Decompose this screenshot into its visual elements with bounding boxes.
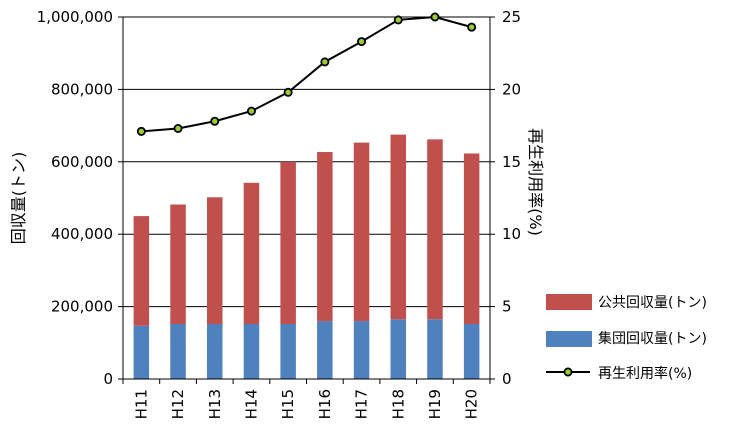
- bar-segment-group-H20: [463, 323, 480, 379]
- bar-segment-group-H12: [170, 323, 186, 379]
- tick-label-x: H12: [169, 389, 187, 419]
- bar-segment-public-H13: [207, 197, 223, 324]
- line-group: [136, 12, 477, 136]
- x-tick-labels: H11 H12 H13 H14 H15 H16 H17 H18 H19 H20: [132, 389, 480, 419]
- tick-label-left: 800,000: [51, 80, 113, 98]
- tick-label-x: H18: [389, 389, 407, 419]
- bar-segment-public-H11: [133, 216, 150, 326]
- y-axis-left-title: 回収量(トン): [9, 152, 28, 245]
- bar-segment-public-H15: [280, 161, 296, 324]
- rate-line: [141, 15, 472, 133]
- tick-label-x: H17: [353, 389, 371, 419]
- tick-label-left: 0: [103, 370, 113, 388]
- legend: 公共回収量(トン) 集団回収量(トン) 再生利用率(%): [546, 294, 707, 382]
- right-tick-labels: 0 5 10 15 20 25: [502, 8, 521, 388]
- bar-segment-public-H17: [353, 142, 370, 322]
- bar-segment-group-H14: [243, 323, 260, 379]
- rate-point-H14: [246, 106, 256, 116]
- bar-segment-group-H18: [390, 319, 406, 379]
- tick-label-right: 25: [502, 8, 521, 26]
- tick-label-right: 20: [502, 80, 521, 98]
- tick-label-right: 5: [502, 298, 512, 316]
- bar-segment-group-H19: [427, 319, 443, 379]
- legend-swatch-public: [546, 294, 592, 310]
- tick-label-x: H11: [132, 389, 150, 419]
- legend-marker-sample: [563, 367, 573, 377]
- rate-point-H11: [136, 126, 146, 136]
- legend-swatch-group: [546, 331, 592, 347]
- bar-segment-group-H13: [207, 323, 223, 379]
- tick-label-x: H19: [426, 389, 444, 419]
- rate-point-H16: [320, 57, 330, 67]
- tick-label-right: 10: [502, 225, 521, 243]
- axes-group: [118, 16, 495, 384]
- left-tick-labels: 0 200,000 400,000 600,000 800,000 1,000,000: [37, 8, 113, 388]
- y-axis-right-title: 再生利用率(%): [526, 128, 545, 236]
- tick-label-left: 400,000: [51, 225, 113, 243]
- rate-point-H19: [430, 12, 440, 22]
- tick-label-left: 200,000: [51, 298, 113, 316]
- rate-point-H18: [393, 15, 403, 25]
- rate-point-H17: [357, 37, 367, 47]
- tick-label-right: 0: [502, 370, 512, 388]
- tick-label-x: H14: [242, 389, 260, 419]
- bar-segment-public-H20: [463, 153, 480, 324]
- rate-point-H20: [467, 22, 477, 32]
- rate-point-H15: [283, 87, 293, 97]
- tick-label-x: H20: [463, 389, 481, 419]
- bar-segment-public-H12: [170, 204, 186, 324]
- tick-label-x: H13: [206, 389, 224, 419]
- legend-label-public: 公共回収量(トン): [598, 295, 707, 311]
- legend-label-rate: 再生利用率(%): [598, 365, 692, 382]
- rate-point-H13: [210, 116, 220, 126]
- legend-label-group: 集団回収量(トン): [598, 330, 707, 347]
- bar-segment-group-H15: [280, 323, 296, 379]
- bar-segment-public-H18: [390, 134, 406, 320]
- tick-label-x: H15: [279, 389, 297, 419]
- bar-segment-group-H11: [133, 325, 150, 379]
- bars-group: [133, 134, 480, 379]
- bar-segment-public-H14: [243, 182, 260, 324]
- bar-segment-public-H19: [427, 139, 443, 320]
- rate-point-H12: [173, 123, 183, 133]
- tick-label-left: 600,000: [51, 153, 113, 171]
- bar-segment-group-H16: [317, 321, 333, 379]
- tick-label-left: 1,000,000: [37, 8, 113, 26]
- tick-label-right: 15: [502, 153, 521, 171]
- bar-segment-group-H17: [353, 321, 370, 379]
- tick-label-x: H16: [316, 389, 334, 419]
- bar-segment-public-H16: [317, 152, 333, 322]
